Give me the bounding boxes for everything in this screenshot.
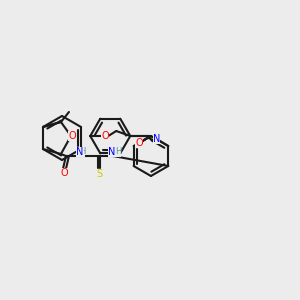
Text: O: O (60, 168, 68, 178)
Text: H: H (79, 148, 85, 157)
Text: N: N (108, 147, 116, 157)
Text: O: O (135, 138, 143, 148)
Text: N: N (76, 147, 84, 157)
Text: O: O (68, 131, 76, 141)
Text: H: H (115, 148, 121, 157)
Text: S: S (96, 169, 102, 179)
Text: N: N (153, 134, 160, 144)
Text: O: O (101, 131, 109, 141)
